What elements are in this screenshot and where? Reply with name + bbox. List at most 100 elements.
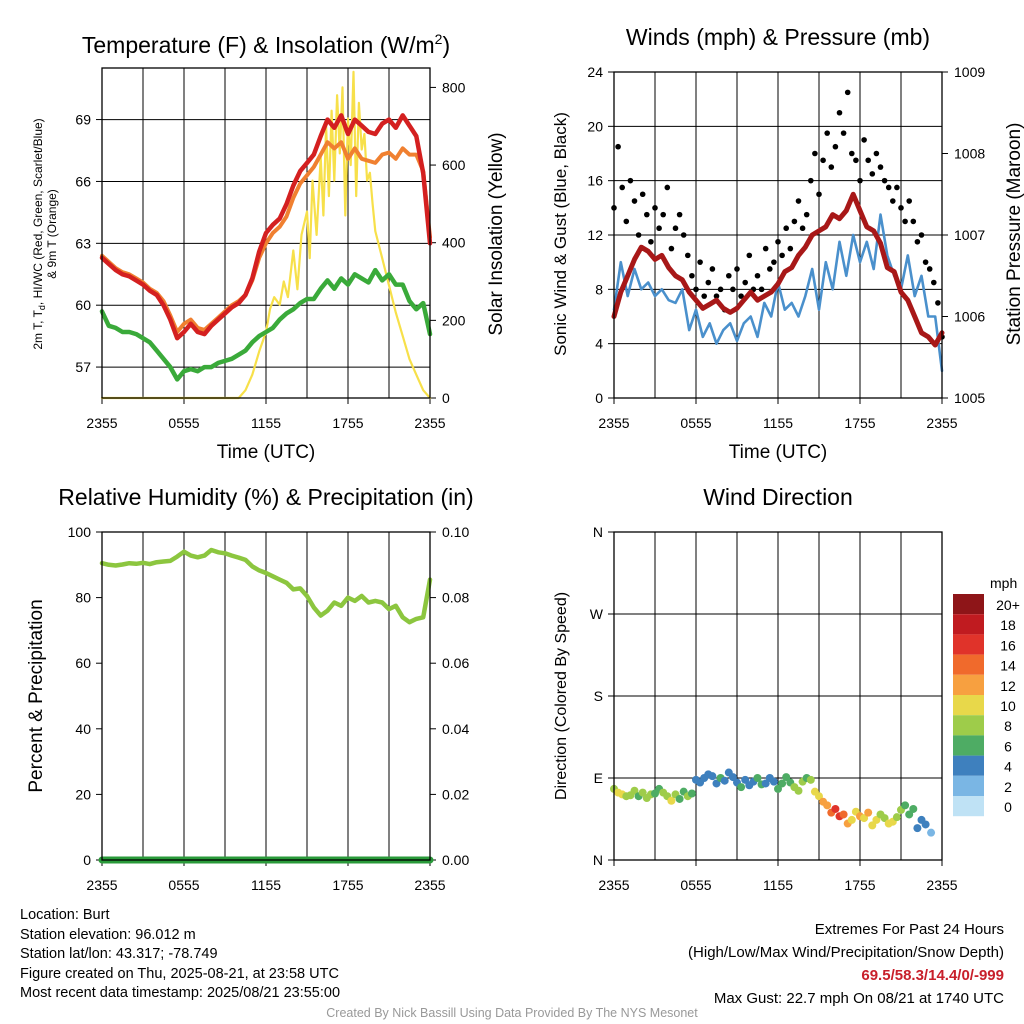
- gust-point: [685, 252, 691, 259]
- gust-point: [787, 245, 794, 252]
- max-gust-text: Max Gust: 22.7 mph On 08/21 at 1740 UTC: [713, 990, 1004, 1007]
- rh-ytick-label: 20: [75, 786, 91, 802]
- series-relative-humidity: [99, 547, 433, 625]
- wdir-point: [860, 814, 869, 823]
- temp-ytick-right-label: 0: [442, 390, 450, 406]
- gust-point: [890, 198, 896, 204]
- latlon-text: Station lat/lon: 43.317; -78.749: [20, 946, 218, 962]
- temp-ytick-right-label: 200: [442, 312, 466, 328]
- legend-title: mph: [990, 575, 1017, 591]
- legend-label: 6: [1004, 738, 1012, 754]
- gust-point: [803, 211, 810, 218]
- gust-point: [836, 109, 843, 116]
- rh-xtick-label: 0555: [168, 877, 199, 893]
- legend-label: 2: [1004, 779, 1012, 795]
- rh-ytick-right-label: 0.00: [442, 852, 469, 868]
- gust-point: [762, 245, 769, 252]
- gust-point: [906, 198, 912, 204]
- gust-point: [885, 184, 892, 191]
- gust-point: [881, 177, 888, 184]
- wind-ytick-label: 12: [587, 227, 603, 243]
- gust-point: [861, 137, 867, 143]
- gust-point: [660, 211, 666, 218]
- legend-swatch: [953, 594, 984, 615]
- temp-ytick-label: 60: [75, 297, 91, 313]
- figure: Temperature (F) & Insolation (W/m2) Wind…: [26, 24, 1024, 893]
- wdir-point: [761, 779, 770, 788]
- wdir-point: [778, 779, 787, 788]
- temp-xtick-label: 1755: [332, 415, 363, 431]
- gust-point: [615, 143, 621, 150]
- gust-point: [914, 238, 921, 245]
- legend-label: 14: [1000, 658, 1016, 674]
- gust-point: [828, 164, 835, 170]
- gust-point: [865, 157, 871, 164]
- wdir-ytick-label: N: [593, 524, 603, 540]
- station-info: Location: Burt Station elevation: 96.012…: [20, 906, 340, 1004]
- legend-label: 16: [1000, 637, 1016, 653]
- gust-point: [816, 191, 822, 198]
- rh-xtick-label: 1755: [332, 877, 363, 893]
- wdir-point: [913, 824, 922, 833]
- rh-xtick-label: 2355: [86, 877, 117, 893]
- wdir-point: [864, 808, 873, 817]
- wdir-point: [728, 773, 737, 782]
- legend-swatch: [953, 796, 984, 817]
- gust-point: [652, 205, 658, 211]
- legend-swatch: [953, 674, 984, 695]
- gust-point: [713, 293, 720, 299]
- rh-ytick-label: 80: [75, 590, 91, 606]
- legend-label: 12: [1000, 678, 1016, 694]
- gust-point: [808, 177, 814, 184]
- legend-label: 20+: [996, 597, 1020, 613]
- gust-point: [705, 279, 712, 286]
- gust-point: [812, 150, 818, 157]
- wdir-ytick-label: E: [594, 770, 603, 786]
- gust-point: [623, 218, 630, 225]
- wdir-point: [880, 814, 889, 823]
- wdir-point: [806, 775, 815, 784]
- rh-ytick-right-label: 0.10: [442, 524, 469, 540]
- legend-label: 10: [1000, 698, 1016, 714]
- temp-ylabel-right: Solar Insolation (Yellow): [486, 132, 507, 335]
- gust-point: [910, 218, 917, 225]
- gust-point: [926, 266, 933, 272]
- gust-point: [775, 238, 781, 245]
- rh-ytick-label: 100: [68, 524, 92, 540]
- gust-point: [799, 225, 806, 232]
- legend-label: 8: [1004, 718, 1012, 734]
- gust-point: [697, 259, 703, 265]
- wind-ytick-right-label: 1008: [954, 146, 985, 162]
- gust-point: [644, 211, 650, 218]
- legend-swatch: [953, 654, 984, 675]
- temp-plot: 2355 0555 1155 1755 2355 57 60 63 66 69 0 200 400 600…: [75, 67, 466, 431]
- gust-point: [849, 150, 855, 157]
- rh-title: Relative Humidity (%) & Precipitation (i…: [58, 484, 473, 510]
- wdir-legend: 20+ 18 16 14 12 10 8 6 4 2 0: [953, 594, 1020, 817]
- wdir-point: [831, 804, 840, 813]
- wind-ytick-label: 4: [595, 336, 603, 352]
- wdir-ytick-label: N: [593, 852, 603, 868]
- wdir-point: [675, 794, 684, 803]
- temp-ytick-label: 66: [75, 173, 91, 189]
- gust-point: [877, 164, 884, 170]
- wdir-ytick-label: S: [594, 688, 603, 704]
- series-2m-t: [99, 113, 433, 341]
- rh-ytick-right-label: 0.06: [442, 655, 469, 671]
- temp-ytick-right-label: 600: [442, 157, 466, 173]
- wdir-point: [687, 789, 696, 798]
- gust-point: [758, 286, 765, 293]
- wind-ytick-label: 24: [587, 64, 603, 80]
- gust-point: [853, 157, 859, 164]
- gust-point: [767, 266, 773, 272]
- wdir-plot: 2355 0555 1155 1755 2355 N E S W N: [590, 524, 958, 893]
- wdir-point: [839, 810, 848, 819]
- temp-ytick-right-label: 400: [442, 235, 466, 251]
- created-text: Figure created on Thu, 2025-08-21, at 23…: [20, 965, 339, 982]
- wdir-point: [909, 804, 918, 813]
- wdir-point: [741, 775, 750, 784]
- legend-swatch: [953, 715, 984, 736]
- wdir-point: [774, 784, 782, 793]
- wind-ytick-label: 8: [595, 281, 603, 297]
- temp-xtick-label: 2355: [414, 415, 445, 431]
